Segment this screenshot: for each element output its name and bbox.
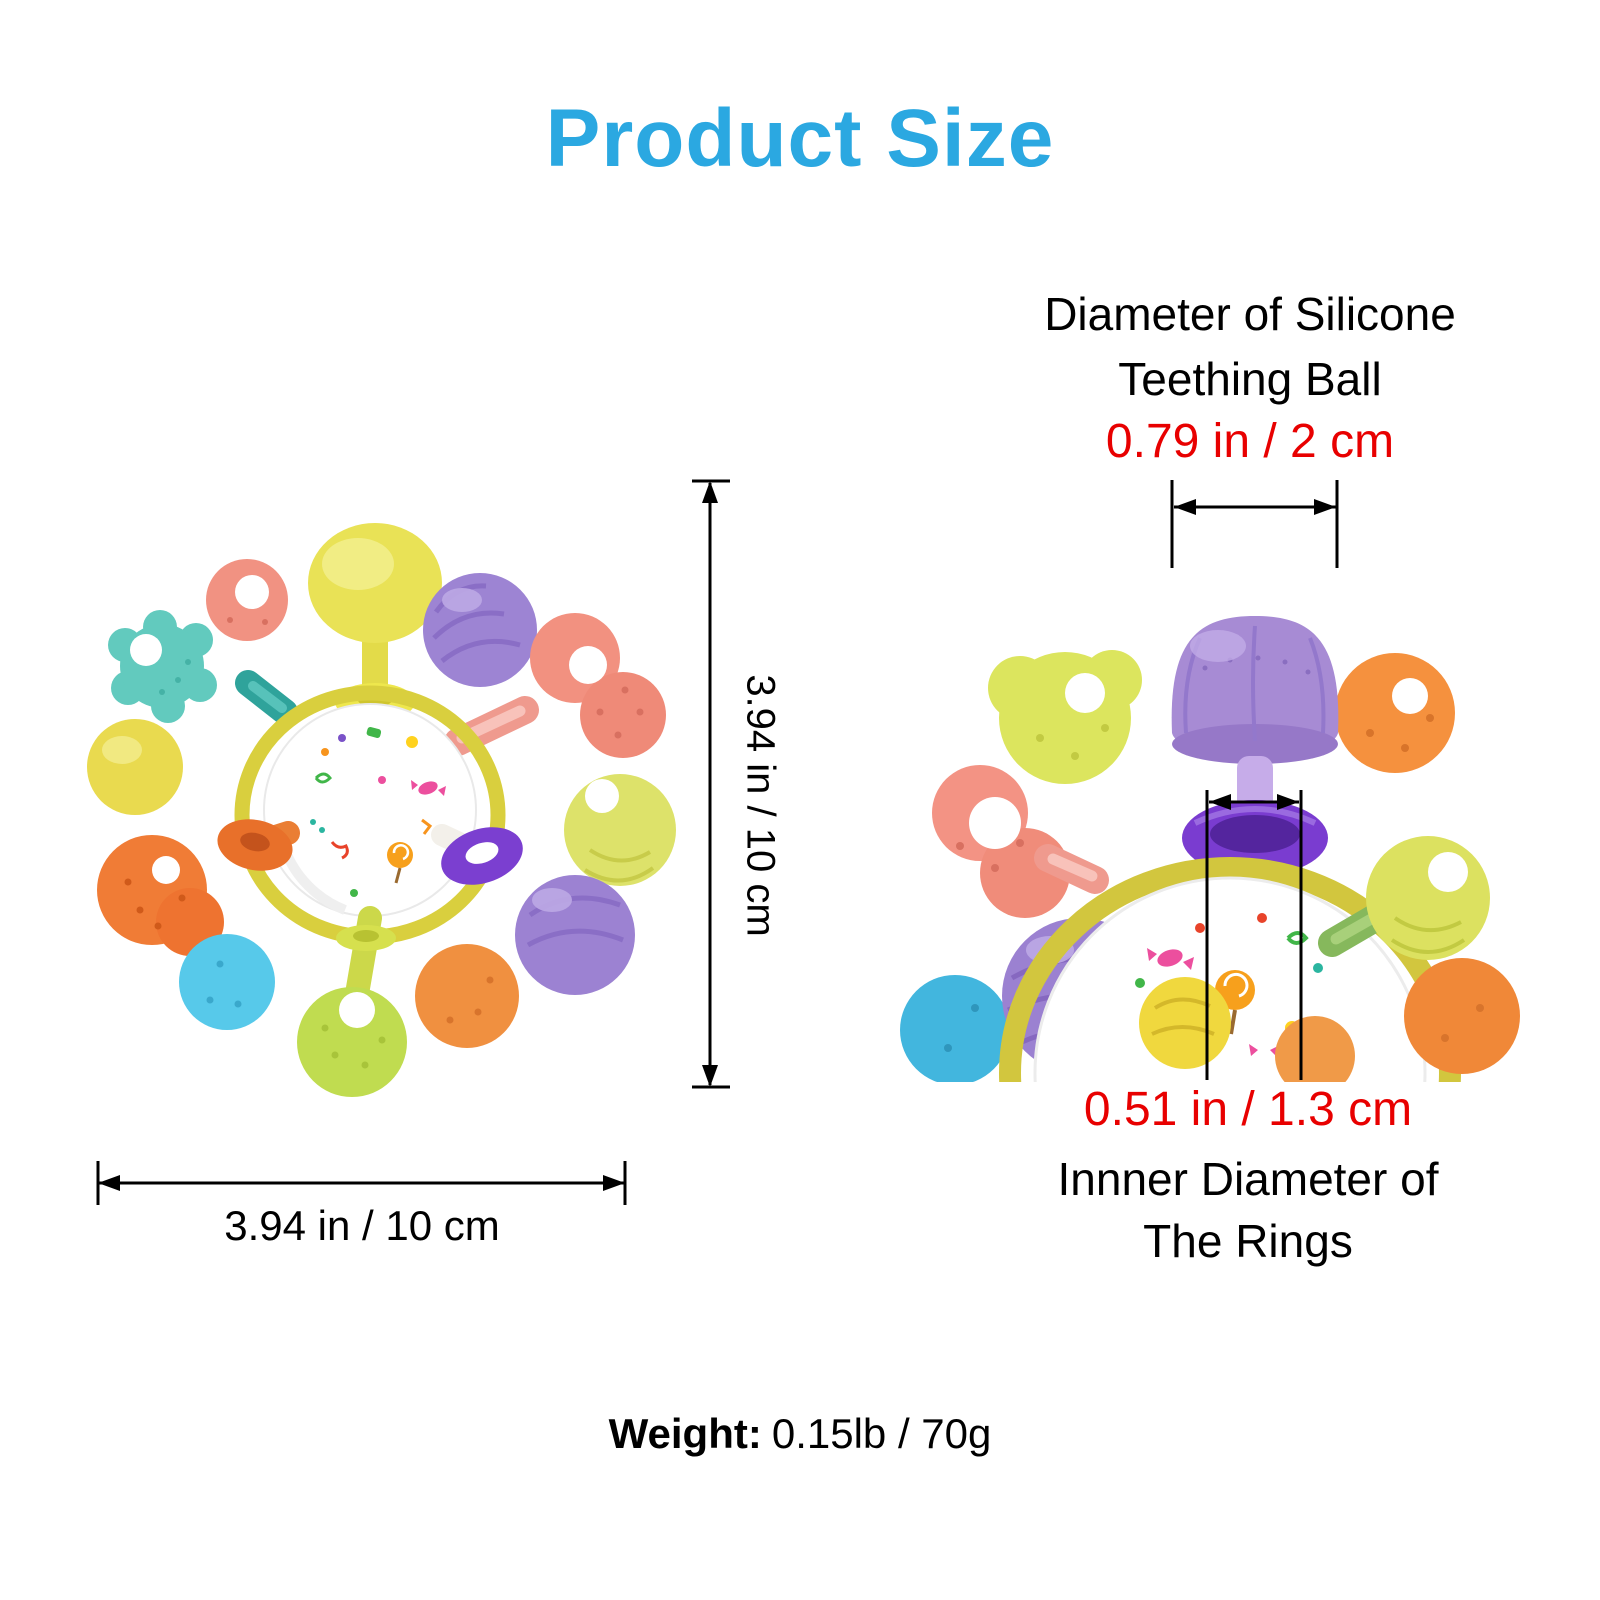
teething-ball-illustration [87,523,676,1097]
ring-caption-line2: The Rings [1143,1215,1353,1268]
teether-orange-bottom-right-zoom [1404,958,1520,1074]
teether-yellow-blob-left [87,719,183,815]
stem-pink-zoom [1034,844,1109,894]
teething-ball-photo-zoom [900,598,1520,1082]
teething-ball-photo-full [70,480,680,1150]
stem-teal-upper-left [235,670,298,725]
weight-label: Weight: [608,1410,762,1457]
teether-lime-strawberry-bottom [297,987,407,1097]
yellow-equator-ring-zoom [999,857,1461,1082]
teether-orange-blob-bottom-right [415,944,519,1048]
teether-orange-bottom-center-zoom [1275,1016,1355,1082]
width-dimension-label: 3.94 in / 10 cm [224,1202,500,1249]
teether-purple-ball-top-right [423,573,537,687]
teething-ball-zoom-illustration [900,616,1520,1082]
height-dimension-label: 3.94 in / 10 cm [738,674,783,937]
teether-lime-blob-left [988,650,1142,784]
teether-cyan-blob-bottom-left [179,934,275,1030]
teether-lime-right-zoom [1366,836,1490,960]
ring-caption-line1: Innner Diameter of [1057,1153,1439,1205]
teether-orange-blob-left [97,835,224,956]
stem-orange-left [217,819,300,871]
ball-diameter-heading-line1: Diameter of Silicone [1044,288,1456,340]
ring-inner-diameter-value: 0.51 in / 1.3 cm [1083,1083,1413,1136]
teether-coral-heart-zoom [932,765,1070,918]
teether-coral-ring-top-left [206,559,288,641]
stem-pearl-lower-right [431,824,523,885]
teether-orange-blob-top-right [1335,653,1455,773]
teether-coral-heart-right [530,613,666,758]
teether-cyan-blob-zoom [900,975,1010,1082]
stem-green-bottom [336,906,396,1000]
candy-pattern [310,726,446,897]
ring-inner-diameter-caption: Innner Diameter of The Rings [1008,1148,1488,1272]
ball-diameter-heading: Diameter of Silicone Teething Ball [980,282,1520,413]
page-title: Product Size [545,93,1055,184]
teether-yellow-blob-zoom [1139,977,1231,1069]
teether-lime-fan-right [564,774,676,886]
weight-value: 0.15lb / 70g [771,1410,992,1457]
ball-diameter-heading-line2: Teething Ball [1118,353,1382,406]
teether-purple-disc-lower-right [515,875,635,995]
center-white-ball [263,703,477,917]
weight-line: Weight: 0.15lb / 70g [0,1410,1600,1458]
teether-purple-mushroom [1171,616,1339,828]
teether-teal-flower-top-left [108,610,217,723]
ball-diameter-value: 0.79 in / 2 cm [1105,415,1395,468]
